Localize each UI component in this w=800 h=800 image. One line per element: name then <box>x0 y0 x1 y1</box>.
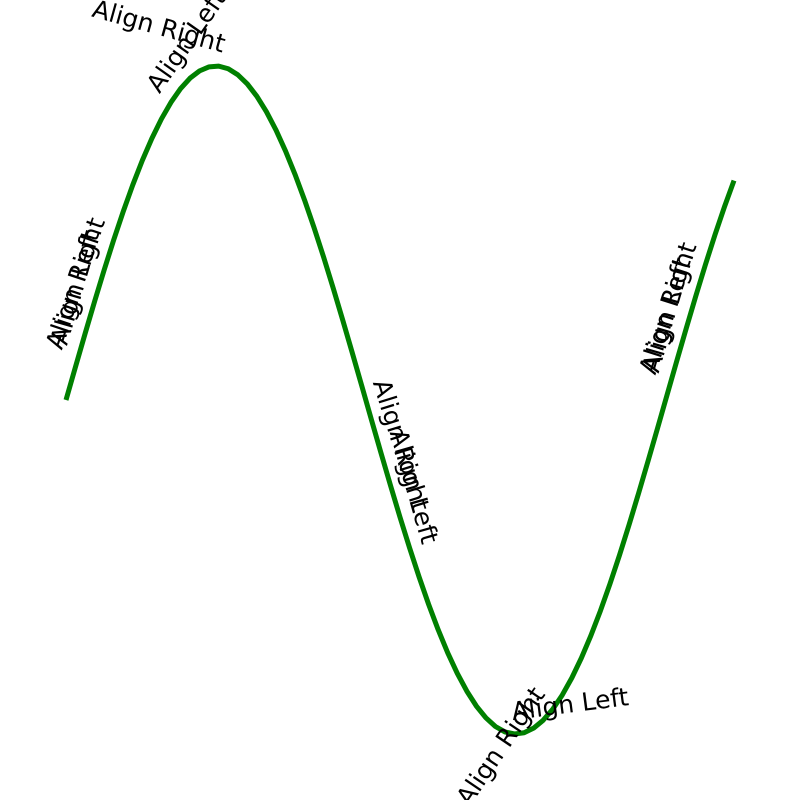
line-layer <box>63 63 737 737</box>
curve-label-7: Align Right <box>450 681 551 800</box>
series-line-0 <box>63 63 737 737</box>
